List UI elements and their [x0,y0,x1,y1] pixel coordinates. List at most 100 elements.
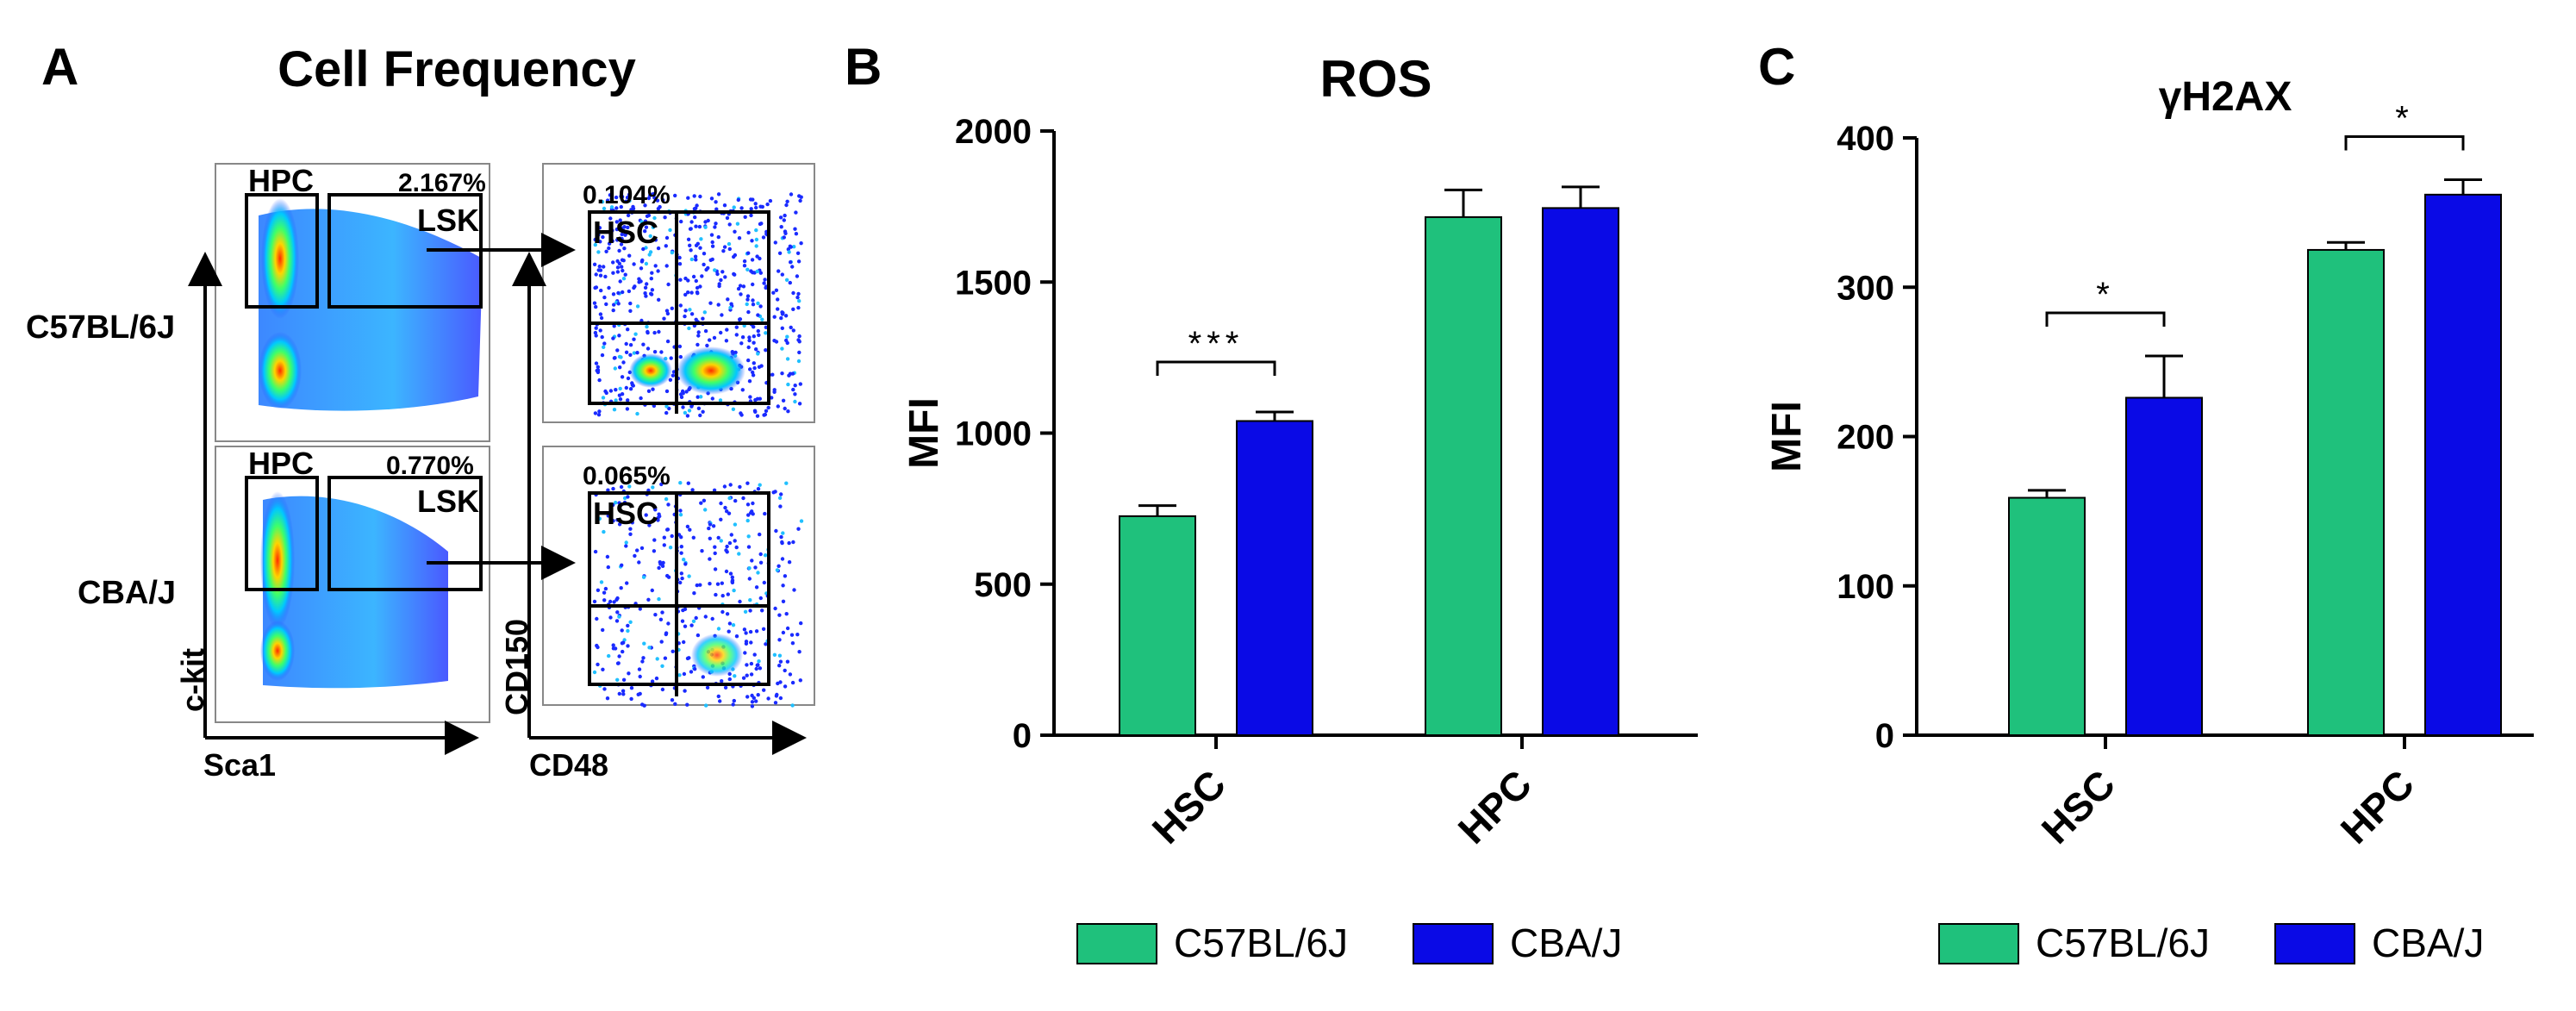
flow-event-dot [658,204,662,209]
bar [2307,248,2385,736]
flow-event-dot [641,575,646,579]
flow-event-dot [716,535,720,540]
flow-event-dot [617,654,621,658]
flow-event-dot [627,192,632,197]
flow-event-dot [709,233,714,237]
flow-event-dot [733,253,738,258]
flow-event-dot [606,514,610,518]
flow-event-dot [751,197,755,202]
y-tick-label: 2000 [955,113,1032,151]
flow-event-dot [782,218,786,222]
bar [1542,207,1619,736]
flow-event-dot [774,340,779,344]
flow-event-dot [620,563,624,567]
flow-event-dot [626,328,630,332]
flow-event-dot [596,645,600,650]
flow-event-dot [623,272,627,277]
flow-event-dot [757,659,761,664]
flow-event-dot [746,345,751,350]
flow-event-dot [758,596,763,601]
flow-event-dot [778,504,783,509]
flow-event-dot [673,702,677,706]
flow-event-dot [612,408,617,412]
flow-event-dot [754,699,758,703]
flow-event-dot [654,676,659,681]
flow-event-dot [611,502,615,508]
flow-event-dot [790,703,795,708]
flow-event-dot [650,588,654,593]
flow-event-dot [741,496,745,501]
flow-event-dot [789,192,794,197]
flow-event-dot [700,549,704,553]
flow-event-dot [745,518,750,523]
flow-event-dot [710,616,714,621]
flow-event-dot [714,222,718,226]
flow-event-dot [758,304,763,309]
flow-event-dot [728,483,733,487]
flow-event-dot [646,389,652,393]
panel-a: A Cell Frequency C57BL/6J CBA/J [26,38,815,783]
flow-event-dot [679,219,683,224]
flow-event-dot [740,388,745,392]
flow-event-dot [694,615,698,621]
flow-event-dot [619,204,623,209]
flow-event-dot [615,348,620,353]
y-tick-label: 0 [1875,717,1894,755]
flow-event-dot [713,268,717,272]
flow-event-dot [667,406,671,411]
flow-event-dot [644,261,649,266]
flow-event-dot [612,600,616,604]
flow-event-dot [779,225,783,229]
flow-event-dot [701,675,705,679]
flow-event-dot [752,340,756,345]
flow-event-dot [678,303,683,308]
flow-event-dot [644,513,648,517]
flow-event-dot [743,651,747,655]
flow-event-dot [760,608,764,613]
flow-event-dot [599,288,603,293]
flow-event-dot [732,588,736,593]
flow-event-dot [610,228,614,233]
flow-event-dot [777,638,782,642]
flow-event-dot [620,265,624,269]
flow-event-dot [770,372,775,377]
flow-event-dot [611,260,615,265]
flow-event-dot [716,694,720,699]
flow-event-dot [678,580,683,585]
flow-event-dot [625,196,630,200]
flow-event-dot [756,352,760,356]
flow-event-dot [732,698,736,703]
flow-event-dot [779,534,783,540]
panel-a-title: Cell Frequency [278,41,636,97]
flow-event-dot [693,215,697,220]
flow-event-dot [695,285,700,290]
y-axis-label: MFI [1764,401,1810,472]
flow-event-dot [706,218,710,223]
flow-event-dot [695,241,700,246]
flow-event-dot [792,588,796,592]
flow-event-dot [620,236,624,241]
flow-event-dot [758,483,762,487]
panel-letter-a: A [41,38,78,96]
flow-event-dot [799,621,803,626]
flow-event-dot [608,615,613,620]
flow-event-dot [733,522,738,527]
flow-event-dot [754,244,758,248]
flow-event-dot [652,196,657,200]
y-tick-label: 1000 [955,415,1032,453]
flow-event-dot [624,540,628,545]
flow-event-dot [621,277,627,281]
flow-event-dot [723,505,727,510]
flow-event-dot [708,536,712,540]
flow-event-dot [702,498,707,502]
flow-event-dot [691,274,696,279]
flow-event-dot [772,390,777,394]
flow-event-dot [677,255,682,260]
flow-event-dot [783,213,787,218]
flow-event-dot [656,246,661,251]
flow-event-dot [746,534,751,539]
flow-event-dot [753,202,758,206]
flow-event-dot [658,617,664,621]
flow-event-dot [749,661,754,666]
chart-title: γH2AX [2159,74,2292,120]
